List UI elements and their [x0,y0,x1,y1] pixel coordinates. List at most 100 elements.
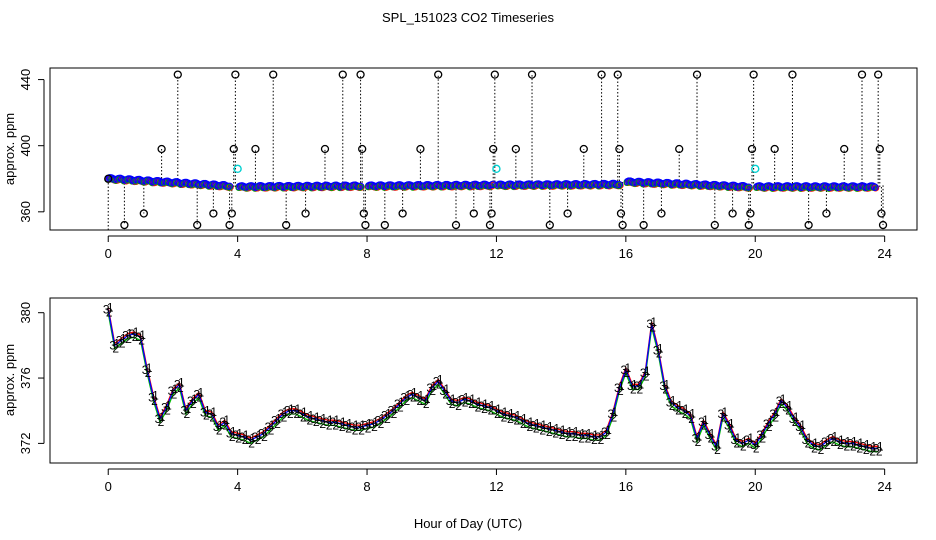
series-marker-3: 3 [122,329,129,343]
series-marker-2: 2 [397,400,404,414]
series-marker-3: 3 [789,412,796,426]
top-plot-frame [49,67,918,231]
series-marker-2: 2 [410,391,417,405]
series-marker-2: 2 [158,415,165,429]
series-marker-2: 2 [714,443,721,457]
series-marker-3: 3 [226,427,233,441]
series-marker-2: 2 [248,436,255,450]
spike-point [749,70,758,79]
bottom-series-lines [107,307,879,453]
series-marker-1: 1 [722,405,729,419]
series-marker-2: 2 [585,431,592,445]
series-marker-3: 3 [381,409,388,423]
series-marker-1: 1 [307,408,314,422]
series-marker-1: 1 [495,402,502,416]
series-marker-3: 3 [511,410,518,424]
series-marker-2: 2 [617,384,624,398]
top-x-tick-label: 4 [234,246,241,261]
series-marker-1: 1 [133,325,140,339]
series-marker-1: 1 [553,421,560,435]
series-marker-2: 2 [294,407,301,421]
series-marker-3: 3 [472,397,479,411]
spike-point [744,220,753,230]
series-marker-2: 2 [255,433,262,447]
spike-point [227,209,236,218]
spike-point [359,209,368,218]
series-marker-3: 3 [853,438,860,452]
series-marker-1: 1 [573,425,580,439]
series-marker-1: 1 [760,426,767,440]
series-marker-2: 2 [391,407,398,421]
series-marker-1: 1 [443,382,450,396]
series-marker-2: 2 [572,430,579,444]
series-marker-2: 2 [604,428,611,442]
spike-point [746,209,755,218]
series-marker-2: 2 [209,410,216,424]
series-marker-2: 2 [216,423,223,437]
bottom-y-axis: 372 376 380 [18,302,45,454]
series-marker-1: 1 [566,425,573,439]
series-marker-2: 2 [662,382,669,396]
series-marker-1: 1 [734,431,741,445]
spike-point [361,220,370,230]
series-marker-1: 1 [819,438,826,452]
spike-point [840,144,849,154]
series-marker-3: 3 [562,427,569,441]
spike-point [209,209,218,218]
series-marker-3: 3 [465,394,472,408]
series-marker-1: 1 [560,423,567,437]
spike-point [338,70,347,79]
series-marker-1: 1 [527,415,534,429]
spike-point [597,70,606,79]
series-marker-1: 1 [877,439,884,453]
series-marker-3: 3 [698,415,705,429]
series-marker-1: 1 [327,413,334,427]
series-marker-1: 1 [269,418,276,432]
series-marker-3: 3 [672,400,679,414]
spike-point [356,70,365,79]
top-y-axis-label: approx. ppm [2,113,17,185]
series-marker-3: 3 [103,302,110,316]
series-marker-2: 2 [546,425,553,439]
series-marker-2: 2 [332,418,339,432]
spike-point [618,220,627,230]
series-marker-1: 1 [165,398,172,412]
series-marker-1: 1 [844,434,851,448]
series-marker-1: 1 [605,423,612,437]
spike-point [675,144,684,154]
series-marker-3: 3 [459,392,466,406]
spike-point [139,209,148,218]
series-marker-2: 2 [837,438,844,452]
series-marker-2: 2 [843,440,850,454]
series-marker-3: 3 [388,404,395,418]
series-marker-2: 2 [475,400,482,414]
series-marker-2: 2 [268,423,275,437]
spike-point [747,144,757,154]
series-marker-1: 1 [489,398,496,412]
series-marker-3: 3 [543,422,550,436]
series-marker-3: 3 [355,420,362,434]
series-marker-3: 3 [692,431,699,445]
spike-point [579,144,588,154]
series-marker-3: 3 [401,391,408,405]
series-marker-1: 1 [644,364,651,378]
spike-point [485,220,495,230]
series-marker-3: 3 [142,363,149,377]
series-marker-1: 1 [838,433,845,447]
series-marker-3: 3 [808,438,815,452]
spike-point [490,70,499,79]
series-marker-3: 3 [847,436,854,450]
top-x-tick-label: 12 [489,246,503,261]
series-marker-1: 1 [851,434,858,448]
series-marker-1: 1 [230,425,237,439]
series-marker-3: 3 [873,441,880,455]
series-marker-3: 3 [323,415,330,429]
series-marker-3: 3 [271,414,278,428]
series-marker-3: 3 [595,430,602,444]
series-marker-1: 1 [372,415,379,429]
series-marker-2: 2 [404,394,411,408]
series-marker-2: 2 [488,404,495,418]
series-marker-3: 3 [685,409,692,423]
bottom-y-tick-label: 376 [18,367,33,389]
